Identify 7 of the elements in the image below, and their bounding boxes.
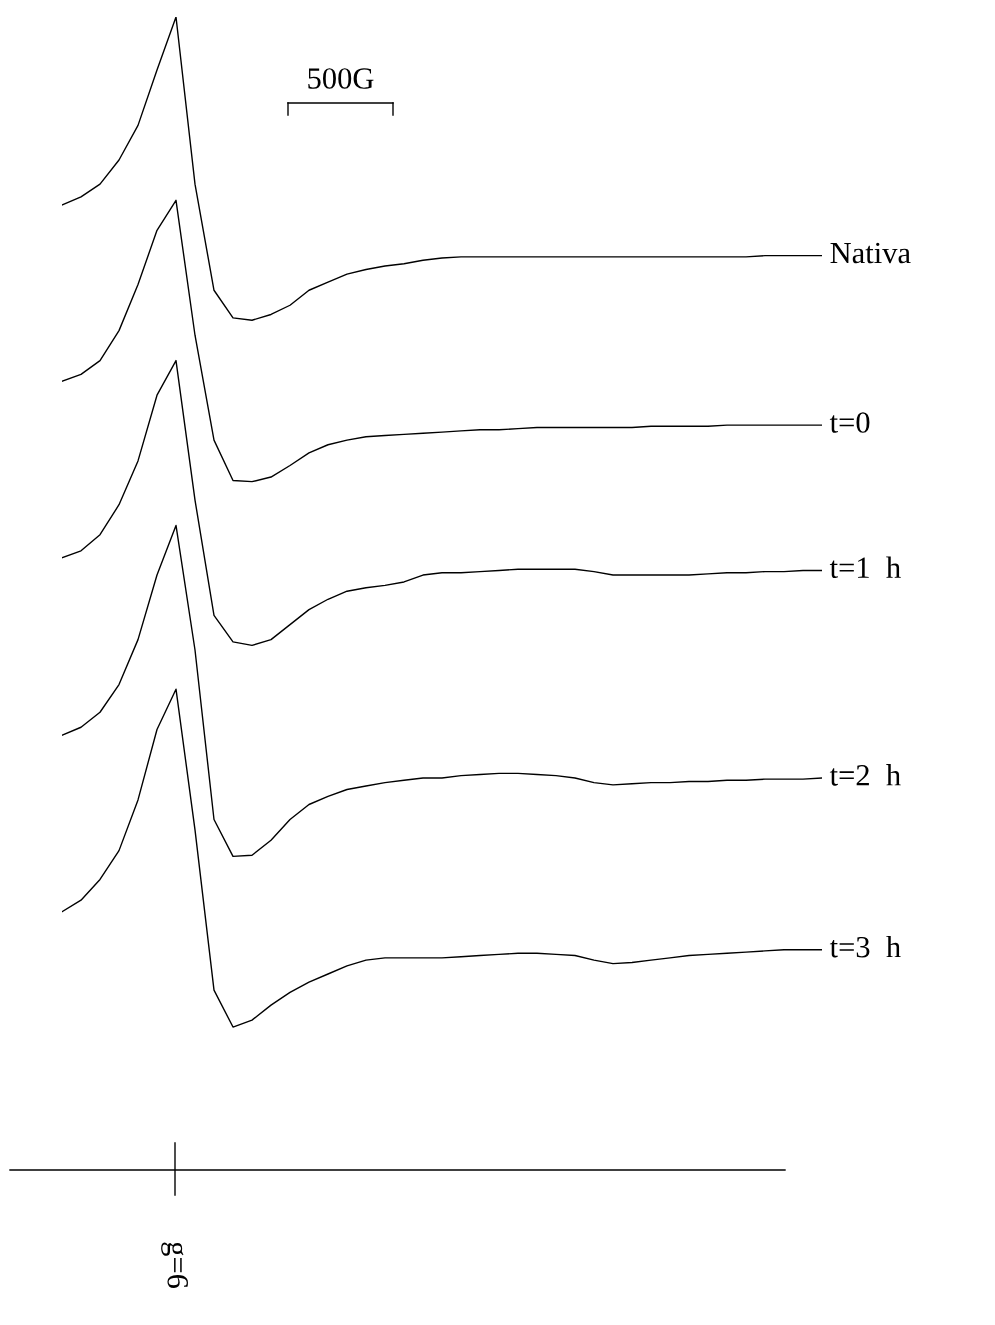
- text: g=6: [161, 1242, 188, 1288]
- annotation: 500G: [308, 68, 374, 89]
- series-label: Nativa: [830, 242, 911, 264]
- series-label: t=1 h: [829, 556, 901, 579]
- series-label: t=3 h: [829, 935, 901, 958]
- series-label: t=2 h: [829, 764, 901, 786]
- series-label: t=0: [829, 412, 870, 433]
